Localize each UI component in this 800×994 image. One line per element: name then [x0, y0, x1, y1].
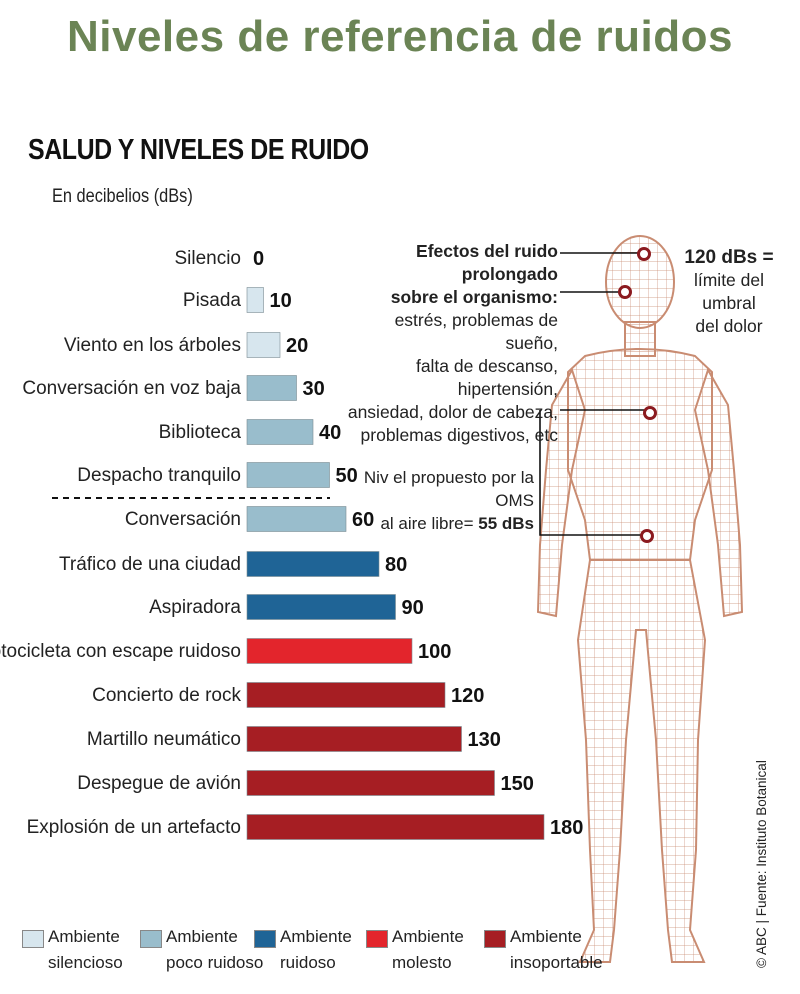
legend-swatch	[366, 930, 388, 948]
category-label: Silencio	[174, 248, 241, 269]
chart-subtitle: En decibelios (dBs)	[52, 186, 193, 207]
legend-swatch	[22, 930, 44, 948]
category-label: Martillo neumático	[87, 729, 241, 750]
oms-line-2-prefix: al aire libre=	[380, 514, 474, 533]
legend-swatch	[254, 930, 276, 948]
category-label: Conversación en voz baja	[22, 378, 241, 399]
threshold-line: límite del	[693, 270, 765, 290]
value-label: 60	[352, 509, 374, 531]
bar	[246, 682, 446, 708]
oms-line-1: Niv el propuesto por la OMS	[363, 468, 534, 510]
value-label: 90	[402, 597, 424, 619]
bar	[246, 551, 380, 577]
category-label: Viento en los árboles	[64, 335, 241, 356]
threshold-line: del dolor	[695, 316, 763, 336]
bar	[246, 726, 462, 752]
chart-legend: Ambiente silencioso Ambiente poco ruidoso Am…	[22, 924, 603, 988]
page-title: Niveles de referencia de ruidos	[66, 12, 733, 61]
value-label: 150	[501, 773, 534, 795]
bar	[246, 419, 314, 445]
legend-label: Ambiente insoportable	[510, 927, 603, 972]
effects-line: problemas digestivos, etc	[360, 425, 558, 445]
effects-title-line-1: Efectos del ruido prolongado	[416, 241, 558, 284]
threshold-line: umbral	[702, 293, 756, 313]
legend-label: Ambiente silencioso	[48, 927, 123, 972]
oms-annotation: Niv el propuesto por la OMS al aire libr…	[344, 466, 534, 535]
legend-label: Ambiente poco ruidoso	[166, 927, 264, 972]
category-label: Biblioteca	[159, 422, 242, 443]
chart-title: SALUD Y NIVELES DE RUIDO	[28, 134, 369, 166]
value-label: 30	[303, 378, 325, 400]
value-label: 10	[270, 290, 292, 312]
effects-line: falta de descanso, hipertensión,	[415, 356, 558, 399]
effects-line: estrés, problemas de sueño,	[394, 310, 558, 353]
category-label: Despacho tranquilo	[77, 465, 241, 486]
effects-annotation: Efectos del ruido prolongado sobre el or…	[338, 240, 558, 447]
value-label: 100	[418, 641, 451, 663]
bar	[246, 287, 264, 313]
category-label: Despegue de avión	[77, 773, 241, 794]
value-label: 120	[451, 685, 484, 707]
legend-swatch	[484, 930, 506, 948]
category-label: Explosión de un artefacto	[27, 817, 241, 838]
category-label: Pisada	[183, 290, 242, 311]
oms-value: 55 dBs	[478, 514, 534, 533]
threshold-value: 120 dBs =	[684, 247, 774, 268]
bar	[246, 638, 413, 664]
legend-swatch	[140, 930, 162, 948]
category-label: Conversación	[125, 509, 241, 530]
human-body-illustration	[536, 235, 744, 963]
legend-label: Ambiente molesto	[392, 927, 464, 972]
category-label: Tráfico de una ciudad	[59, 554, 241, 575]
effects-line: ansiedad, dolor de cabeza,	[347, 402, 558, 422]
oms-line-2: al aire libre= 55 dBs	[344, 512, 534, 535]
source-credit: © ABC | Fuente: Instituto Botanical	[754, 760, 769, 968]
effects-title-line-2: sobre el organismo:	[390, 287, 558, 307]
bar	[246, 506, 347, 532]
value-label: 130	[468, 729, 501, 751]
category-label: Motocicleta con escape ruidoso	[0, 641, 241, 662]
value-label: 80	[385, 554, 407, 576]
value-label: 0	[253, 248, 264, 270]
legend-label: Ambiente ruidoso	[280, 927, 352, 972]
bar	[246, 462, 330, 488]
bar	[246, 770, 495, 796]
value-label: 50	[336, 465, 358, 487]
value-label: 180	[550, 817, 583, 839]
bar	[246, 332, 281, 358]
category-label: Aspiradora	[149, 597, 241, 618]
bar	[246, 375, 297, 401]
value-label: 40	[319, 422, 341, 444]
bar	[246, 594, 396, 620]
value-label: 20	[286, 335, 308, 357]
category-label: Concierto de rock	[92, 685, 241, 706]
pain-threshold-annotation: 120 dBs = límite del umbral del dolor	[680, 246, 778, 338]
bar	[246, 814, 545, 840]
